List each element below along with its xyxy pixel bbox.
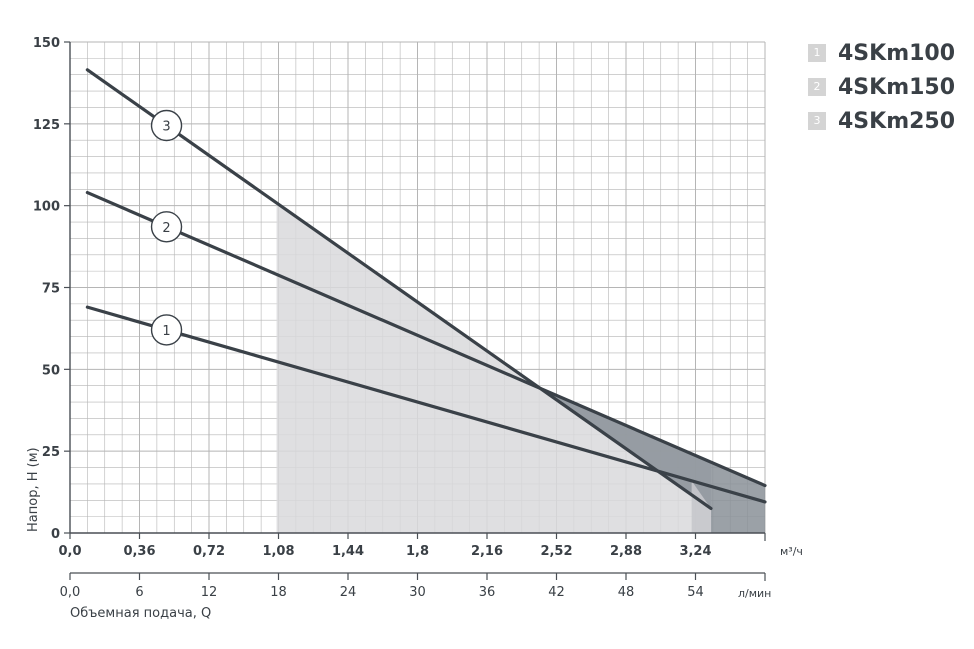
x-unit-top: м³/ч: [780, 545, 803, 558]
tick-labels: 0 25 50 75 100 125 150 0,0 0,36 0,72 1,08 1,44 1,8 2,…: [33, 36, 712, 600]
curve-marker-3: [150, 109, 183, 142]
x-tick-label-bottom: 0,0: [60, 585, 81, 600]
x-tick-label-bottom: 18: [270, 585, 287, 600]
x-tick-label-bottom: 12: [201, 585, 218, 600]
x-tick-label-top: 1,44: [332, 544, 364, 559]
x-tick-label-bottom: 42: [548, 585, 565, 600]
x-tick-label-bottom: 30: [409, 585, 426, 600]
legend-item-4SKm100: 1 4SKm100: [808, 36, 955, 70]
operating-band-dark: [540, 388, 765, 533]
legend-item-4SKm150: 2 4SKm150: [808, 70, 955, 104]
pump-curves: 1 2 3: [85, 68, 767, 511]
y-axis-label: Напор, Н (м): [26, 447, 41, 532]
x-unit-bottom: л/мин: [738, 587, 771, 600]
x-tick-label-top: 0,72: [193, 544, 225, 559]
curve-marker-1: [150, 314, 183, 346]
legend-item-4SKm250: 3 4SKm250: [808, 104, 955, 138]
legend: 1 4SKm100 2 4SKm150 3 4SKm250: [808, 36, 955, 138]
legend-label: 4SKm100: [838, 40, 956, 66]
x-tick-label-top: 2,88: [610, 544, 642, 559]
x-tick-label-top: 1,8: [406, 544, 429, 559]
y-tick-label: 75: [42, 282, 60, 297]
operating-band-mid: [691, 480, 711, 533]
legend-swatch: 1: [808, 44, 826, 62]
y-tick-label: 125: [33, 118, 60, 133]
x-tick-label-top: 2,52: [540, 544, 572, 559]
curve-marker-label: 1: [162, 324, 170, 339]
y-tick-label: 100: [33, 200, 60, 215]
x-tick-label-bottom: 48: [618, 585, 635, 600]
curve-4SKm150: [85, 190, 767, 488]
curve-marker-label: 2: [162, 221, 170, 236]
x-tick-label-top: 1,08: [262, 544, 294, 559]
x-axis-label: Объемная подача, Q: [70, 606, 211, 621]
curve-marker-label: 3: [162, 120, 170, 135]
y-tick-label: 25: [42, 445, 60, 460]
curve-4SKm250: [85, 68, 713, 511]
x-tick-label-top: 3,24: [679, 544, 711, 559]
legend-label: 4SKm150: [838, 74, 956, 100]
x-tick-label-bottom: 54: [687, 585, 704, 600]
x-tick-label-top: 0,36: [123, 544, 155, 559]
x-tick-label-bottom: 36: [479, 585, 496, 600]
curve-marker-2: [150, 211, 183, 243]
x-tick-label-top: 0,0: [58, 544, 81, 559]
y-tick-label: 0: [51, 527, 60, 542]
y-tick-label: 50: [42, 363, 60, 378]
legend-swatch: 2: [808, 78, 826, 96]
x-tick-label-bottom: 24: [340, 585, 357, 600]
legend-swatch: 3: [808, 112, 826, 130]
x-tick-label-bottom: 6: [135, 585, 143, 600]
x-tick-label-top: 2,16: [471, 544, 503, 559]
y-tick-label: 150: [33, 36, 60, 51]
curve-4SKm100: [85, 305, 767, 504]
legend-label: 4SKm250: [838, 108, 956, 134]
